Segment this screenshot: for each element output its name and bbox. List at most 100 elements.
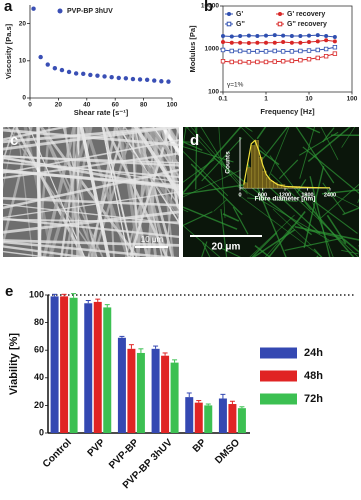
fiber <box>36 127 42 257</box>
x-tick-label: BP <box>191 437 209 455</box>
x-tick-label: 100 <box>347 96 358 103</box>
fiber <box>249 214 295 257</box>
scale-bar-label: 10 μm <box>141 235 164 244</box>
fiber <box>296 179 307 194</box>
fiber <box>257 148 280 166</box>
legend-label: G'' recovery <box>287 21 327 28</box>
legend-label: G' <box>236 11 243 18</box>
fiber <box>3 217 179 239</box>
data-point <box>159 79 164 84</box>
data-point <box>332 51 338 56</box>
fiber <box>299 131 339 156</box>
fiber <box>114 127 149 257</box>
data-point <box>272 48 277 54</box>
y-tick-label: 20 <box>19 20 27 27</box>
data-point <box>81 71 86 77</box>
data-point <box>298 40 303 45</box>
fiber <box>183 209 189 213</box>
fiber <box>83 127 130 257</box>
fiber <box>183 159 215 183</box>
data-point <box>66 69 72 75</box>
bar <box>93 301 102 433</box>
data-point <box>255 49 260 54</box>
bar <box>218 398 227 433</box>
fiber <box>295 127 335 184</box>
data-point <box>298 57 303 63</box>
data-point <box>315 33 320 38</box>
data-point <box>95 73 100 78</box>
bar <box>237 408 246 433</box>
fiber <box>244 127 253 132</box>
x-tick-label: 600 <box>258 192 267 198</box>
data-point <box>306 48 312 53</box>
data-point <box>246 40 251 45</box>
fiber <box>3 155 179 167</box>
data-point <box>221 40 225 45</box>
legend-label: 48h <box>304 370 323 382</box>
histogram-bar <box>251 145 256 189</box>
fiber <box>117 127 179 216</box>
x-tick-label: 1200 <box>279 192 291 198</box>
fiber <box>341 127 356 148</box>
fiber <box>113 264 172 293</box>
data-point <box>272 33 277 38</box>
fiber <box>183 127 242 195</box>
data-point <box>298 48 303 54</box>
x-tick-label: 0 <box>238 192 241 198</box>
data-point <box>237 48 243 54</box>
fiber <box>3 127 71 141</box>
fiber <box>222 213 240 222</box>
data-point <box>38 54 43 60</box>
data-point <box>246 49 252 54</box>
fiber <box>3 245 91 257</box>
y-tick-label: 100 <box>29 289 44 299</box>
data-point <box>255 34 260 39</box>
data-point <box>246 33 251 38</box>
data-point <box>246 60 252 65</box>
y-tick-label: 80 <box>34 317 44 327</box>
fiber <box>3 203 179 225</box>
bar <box>60 296 69 433</box>
fiber <box>256 127 267 140</box>
fiber <box>3 239 179 247</box>
fiber <box>302 146 359 194</box>
data-point <box>323 54 329 59</box>
fiber <box>311 262 361 298</box>
data-point <box>166 79 171 84</box>
x-tick-label: 2400 <box>324 192 336 198</box>
x-axis-label: Frequency [Hz] <box>260 107 315 116</box>
fluorescence-image <box>113 127 361 298</box>
data-point <box>263 59 269 65</box>
legend-swatch <box>260 347 297 359</box>
data-point <box>315 39 320 44</box>
x-tick-label: 0 <box>28 102 32 109</box>
fiber <box>254 245 271 257</box>
fiber <box>183 127 187 149</box>
data-point <box>264 40 268 45</box>
data-point <box>229 59 234 65</box>
data-point <box>45 62 50 67</box>
fiber <box>183 224 221 257</box>
fiber <box>79 127 111 257</box>
data-point <box>255 40 260 45</box>
data-point <box>31 6 36 11</box>
data-point <box>264 33 268 38</box>
legend-marker <box>277 21 283 27</box>
panel-label: c <box>10 132 18 149</box>
data-point <box>221 34 225 39</box>
bar <box>117 337 126 433</box>
data-point <box>220 47 226 53</box>
legend-label: 72h <box>304 393 323 405</box>
data-point <box>324 34 329 39</box>
bar <box>50 296 59 433</box>
fiber <box>104 127 169 257</box>
fiber <box>3 191 179 219</box>
fiber <box>322 127 335 143</box>
x-tick-label: DMSO <box>213 437 242 466</box>
data-point <box>229 48 234 54</box>
bar <box>84 303 93 433</box>
fiber <box>3 197 179 207</box>
fiber <box>320 127 339 160</box>
fiber <box>232 206 249 235</box>
sem-image <box>3 127 179 257</box>
